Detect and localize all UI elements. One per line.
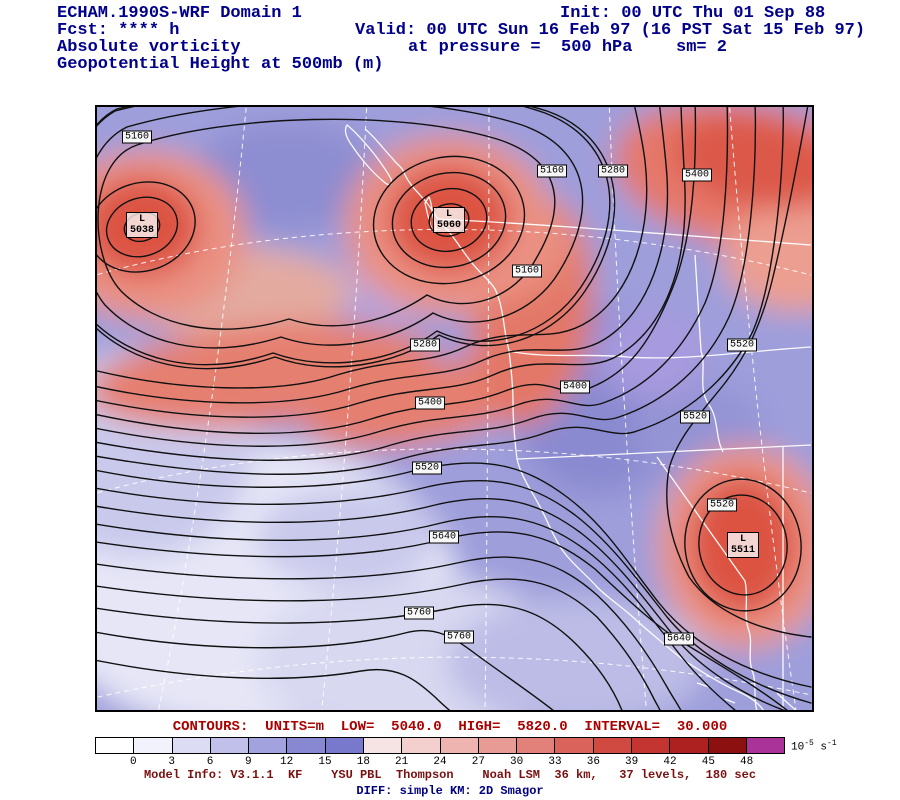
colorbar-cell <box>516 737 556 754</box>
colorbar-cell <box>362 737 403 754</box>
colorbar-tick-label: 33 <box>548 756 562 768</box>
colorbar-cell <box>171 737 211 754</box>
contour-value-label: 5280 <box>409 338 441 352</box>
colorbar-cell <box>592 737 632 754</box>
colorbar <box>95 737 786 754</box>
colorbar-tick-label: 24 <box>433 756 447 768</box>
colorbar-cell <box>286 737 326 754</box>
colorbar-tick-label: 18 <box>356 756 370 768</box>
contour-value-label: 5160 <box>536 164 568 178</box>
wa-id-border <box>694 254 702 352</box>
unit-seconds: s <box>820 741 828 754</box>
contour-value-label: 5160 <box>121 130 153 144</box>
smoothing-label: sm= 2 <box>676 38 728 57</box>
or-id-snake <box>700 350 724 453</box>
contour-value-label: 5520 <box>706 498 738 512</box>
contour-value-label: 5640 <box>428 530 460 544</box>
contour-value-label: 5280 <box>597 164 629 178</box>
contour-value-label: 5400 <box>559 380 591 394</box>
coastline <box>364 128 764 710</box>
diffusion-info-line: DIFF: simple KM: 2D Smagor <box>356 784 544 798</box>
geography-borders <box>344 124 812 710</box>
unit-exponent: -5 <box>804 739 814 748</box>
contour-value-label: 5520 <box>726 338 758 352</box>
colorbar-cell <box>707 737 747 754</box>
colorbar-cell <box>209 737 250 754</box>
colorbar-unit-label: 10-5 s-1 <box>791 739 837 754</box>
colorbar-cell <box>248 737 288 754</box>
colorbar-tick-label: 27 <box>471 756 485 768</box>
ca-nv-border <box>656 456 758 710</box>
colorbar-tick-label: 9 <box>245 756 252 768</box>
map-plot-area: 5160 5160 5280 5400 5160 5280 5520 5400 5520 5400… <box>95 105 814 712</box>
unit-seconds-exponent: -1 <box>827 739 837 748</box>
low-center-marker: L 5038 <box>125 212 159 238</box>
colorbar-cell <box>477 737 518 754</box>
low-center-marker: L 5511 <box>726 532 760 558</box>
valid-time: Valid: 00 UTC Sun 16 Feb 97 (16 PST Sat … <box>355 21 866 40</box>
model-info-line: Model Info: V3.1.1 KF YSU PBL Thompson N… <box>143 768 757 782</box>
init-time: Init: 00 UTC Thu 01 Sep 88 <box>560 4 826 23</box>
colorbar-tick-label: 3 <box>168 756 175 768</box>
height-contours <box>97 107 812 710</box>
colorbar-cell <box>745 737 786 754</box>
contour-label-layer: 5160 5160 5280 5400 5160 5280 5520 5400 5520 5400… <box>97 107 812 710</box>
colorbar-cell <box>554 737 594 754</box>
contour-value-label: 5400 <box>414 396 446 410</box>
contour-value-label: 5760 <box>403 606 435 620</box>
colorbar-cell <box>669 737 709 754</box>
or-ca-nv-border <box>516 444 812 460</box>
colorbar-cell <box>324 737 364 754</box>
contour-info-line: CONTOURS: UNITS=m LOW= 5040.0 HIGH= 5820… <box>172 719 728 735</box>
colorbar-tick-label: 36 <box>586 756 600 768</box>
colorbar-tick-label: 21 <box>395 756 409 768</box>
colorbar-tick-label: 12 <box>280 756 294 768</box>
colorbar-tick-label: 0 <box>130 756 137 768</box>
colorbar-cell <box>95 737 135 754</box>
contour-value-label: 5640 <box>663 632 695 646</box>
colorbar-cell <box>401 737 441 754</box>
channel-islands <box>696 682 736 704</box>
pressure-level: at pressure = 500 hPa <box>408 38 633 57</box>
colorbar-cell <box>133 737 173 754</box>
unit-base: 10 <box>791 741 805 754</box>
colorbar-tick-label: 42 <box>663 756 677 768</box>
forecast-hour: Fcst: **** h <box>57 21 180 40</box>
colorbar-tick-label: 6 <box>206 756 214 768</box>
colorbar-tick-label: 30 <box>510 756 524 768</box>
colorbar-cell <box>630 737 671 754</box>
colorbar-ticks: 0 3 6 9 12 15 18 21 24 27 30 33 36 39 42 45 48 <box>95 756 785 770</box>
contour-value-label: 5160 <box>511 264 543 278</box>
model-title: ECHAM.1990S-WRF Domain 1 <box>57 4 302 23</box>
map-svg <box>97 107 812 710</box>
contour-value-label: 5760 <box>443 630 475 644</box>
low-center-marker: L 5060 <box>432 207 466 233</box>
contour-value-label: 5400 <box>681 168 713 182</box>
shaded-field-name: Absolute vorticity <box>57 38 241 57</box>
baja-gulf <box>776 692 797 710</box>
contour-field-name: Geopotential Height at 500mb (m) <box>57 55 384 74</box>
contour-value-label: 5520 <box>411 461 443 475</box>
colorbar-tick-label: 45 <box>701 756 715 768</box>
colorbar-cell <box>439 737 479 754</box>
colorbar-tick-label: 39 <box>625 756 639 768</box>
colorbar-tick-label: 48 <box>740 756 754 768</box>
colorbar-tick-label: 15 <box>318 756 332 768</box>
contour-value-label: 5520 <box>679 410 711 424</box>
